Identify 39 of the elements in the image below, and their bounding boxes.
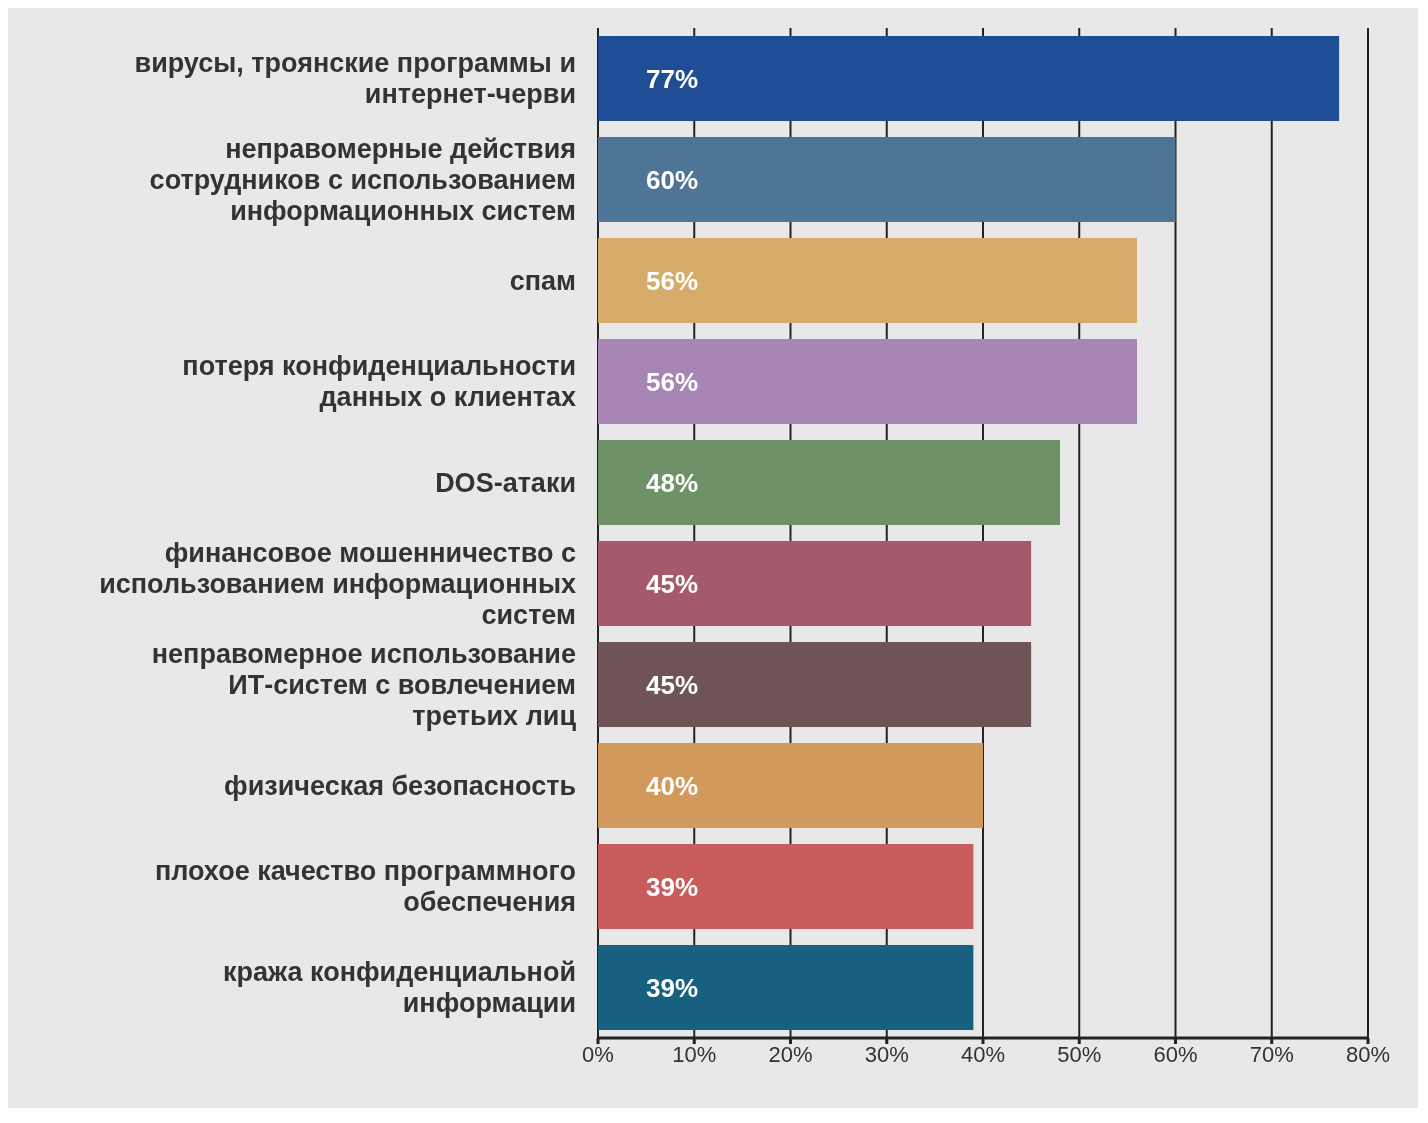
x-tick-label: 0% xyxy=(582,1041,614,1067)
data-label: 39% xyxy=(646,871,699,902)
x-tick-label: 10% xyxy=(672,1041,717,1067)
data-label: 48% xyxy=(646,467,699,498)
y-tick-label: потеря конфиденциальности данных о клиентах xyxy=(182,351,576,413)
y-tick-label: спам xyxy=(509,265,576,296)
data-label: 56% xyxy=(646,366,699,397)
bar xyxy=(598,238,1137,324)
y-tick-label: финансовое мошенничество с использованием информационных систем xyxy=(99,537,576,630)
bar xyxy=(598,642,1032,728)
x-tick-label: 50% xyxy=(1057,1041,1102,1067)
x-tick-label: 40% xyxy=(960,1041,1006,1067)
data-label: 45% xyxy=(646,669,699,700)
y-tick-label: неправомерные действия сотрудников с использованием информационных систем xyxy=(149,133,576,226)
data-label: 77% xyxy=(646,63,699,94)
bar xyxy=(598,743,983,829)
data-label: 56% xyxy=(646,265,699,296)
data-label: 40% xyxy=(646,770,699,801)
bar xyxy=(598,945,974,1031)
x-tick-label: 60% xyxy=(1153,1041,1198,1067)
y-tick-label: неправомерное использование ИТ-систем с вовлечением третьих лиц xyxy=(151,638,577,731)
bar xyxy=(598,440,1060,526)
bar xyxy=(598,339,1137,425)
data-label: 39% xyxy=(646,972,699,1003)
y-tick-label: физическая безопасность xyxy=(224,770,576,801)
y-tick-label: вирусы, троянские программы и интернет-черви xyxy=(134,48,576,110)
bar xyxy=(598,137,1176,223)
bar xyxy=(598,541,1032,627)
x-tick-label: 80% xyxy=(1345,1041,1391,1067)
data-label: 60% xyxy=(646,164,699,195)
x-tick-label: 20% xyxy=(768,1041,813,1067)
bar xyxy=(598,844,974,930)
y-tick-label: кража конфиденциальной информации xyxy=(222,957,576,1019)
bar xyxy=(598,36,1340,122)
y-tick-label: DOS-атаки xyxy=(435,467,576,498)
y-tick-label: плохое качество программного обеспечения xyxy=(154,856,576,918)
x-tick-label: 70% xyxy=(1249,1041,1294,1067)
x-tick-label: 30% xyxy=(864,1041,909,1067)
data-label: 45% xyxy=(646,568,699,599)
